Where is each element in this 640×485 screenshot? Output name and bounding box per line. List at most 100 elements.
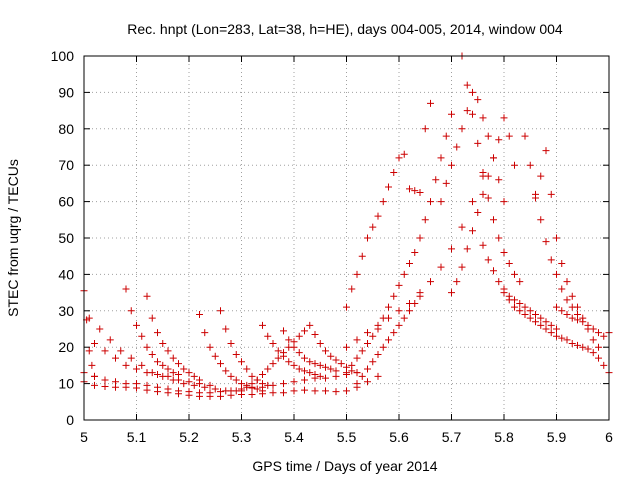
data-point xyxy=(259,387,266,395)
data-point xyxy=(374,321,382,329)
data-point xyxy=(201,329,209,337)
data-point xyxy=(579,318,587,326)
data-point xyxy=(479,190,487,198)
series-arc-peak-a xyxy=(437,88,508,206)
data-point xyxy=(311,330,319,338)
data-point xyxy=(532,318,539,326)
data-point xyxy=(301,327,308,335)
data-point xyxy=(222,367,230,375)
data-point xyxy=(364,378,371,386)
x-axis-label: GPS time / Days of year 2014 xyxy=(252,458,437,474)
data-point xyxy=(143,381,151,389)
data-point xyxy=(238,387,245,395)
data-point xyxy=(164,365,172,373)
data-point xyxy=(290,387,298,395)
series-arc-left-c xyxy=(122,285,182,378)
data-point xyxy=(190,381,198,389)
data-point xyxy=(385,183,392,191)
data-point xyxy=(332,388,340,396)
data-point xyxy=(264,332,272,340)
series-arc-rise-b xyxy=(343,99,434,311)
data-point xyxy=(217,307,224,315)
series-arc-rise-a xyxy=(343,110,455,377)
data-point xyxy=(301,367,308,375)
data-point xyxy=(400,150,408,158)
data-point xyxy=(91,372,98,380)
data-point xyxy=(521,303,529,311)
data-point xyxy=(411,300,419,308)
data-point xyxy=(106,336,114,344)
data-point xyxy=(563,278,571,286)
data-point xyxy=(563,296,571,304)
data-point xyxy=(196,310,203,318)
data-point xyxy=(337,360,345,368)
data-point xyxy=(306,369,314,377)
data-point xyxy=(547,256,555,264)
series-arc-tail xyxy=(553,303,613,340)
data-point xyxy=(385,314,392,322)
data-point xyxy=(553,332,560,340)
data-point xyxy=(164,385,172,393)
series-arc-mid-d xyxy=(259,321,324,380)
data-point xyxy=(264,365,272,373)
y-tick-label: 40 xyxy=(58,266,74,282)
series-arc-mid-c xyxy=(238,321,314,395)
series-arc-fall-b xyxy=(500,289,613,377)
y-tick-label: 0 xyxy=(66,412,74,428)
data-point xyxy=(432,176,440,184)
data-point xyxy=(427,99,434,107)
data-point xyxy=(442,179,450,187)
data-point xyxy=(175,371,182,378)
data-point xyxy=(558,259,566,267)
x-tick-label: 6 xyxy=(605,429,613,445)
data-point xyxy=(579,343,587,351)
data-point xyxy=(553,270,560,278)
data-point xyxy=(385,336,392,344)
data-point xyxy=(364,329,371,337)
data-point xyxy=(547,190,555,198)
x-tick-label: 5.1 xyxy=(127,429,147,445)
data-point xyxy=(448,161,455,169)
data-point xyxy=(500,198,508,206)
data-point xyxy=(547,329,555,337)
data-point xyxy=(563,310,571,318)
data-point xyxy=(269,340,277,348)
data-point xyxy=(469,227,476,235)
data-point xyxy=(448,289,455,297)
data-point xyxy=(306,321,314,329)
y-axis-label: STEC from uqrg / TECUs xyxy=(5,159,21,317)
data-point xyxy=(332,367,340,375)
data-point xyxy=(227,340,235,348)
data-point xyxy=(542,147,550,155)
data-point xyxy=(369,223,377,231)
data-point xyxy=(353,354,361,362)
data-point xyxy=(112,354,119,362)
data-point xyxy=(400,314,408,322)
data-point xyxy=(327,352,335,360)
data-point xyxy=(159,340,167,348)
chart-title: Rec. hnpt (Lon=283, Lat=38, h=HE), days … xyxy=(127,21,563,37)
data-point xyxy=(253,376,261,384)
data-point xyxy=(458,223,466,231)
series-arc-fall-d xyxy=(532,147,602,351)
data-point xyxy=(406,307,413,315)
data-point xyxy=(327,365,335,373)
data-point xyxy=(196,389,203,397)
data-point xyxy=(138,361,146,369)
data-point xyxy=(589,325,597,333)
data-point xyxy=(437,198,445,206)
data-point xyxy=(505,132,513,140)
data-point xyxy=(574,303,581,311)
data-point xyxy=(495,176,503,184)
data-point xyxy=(479,114,487,122)
data-point xyxy=(185,378,193,386)
x-tick-label: 5.9 xyxy=(547,429,567,445)
data-point xyxy=(206,389,214,397)
x-tick-label: 5.7 xyxy=(442,429,462,445)
data-point xyxy=(295,349,303,357)
y-tick-label: 70 xyxy=(58,157,74,173)
data-point xyxy=(306,358,314,366)
data-point xyxy=(537,314,545,322)
data-point xyxy=(563,336,571,344)
